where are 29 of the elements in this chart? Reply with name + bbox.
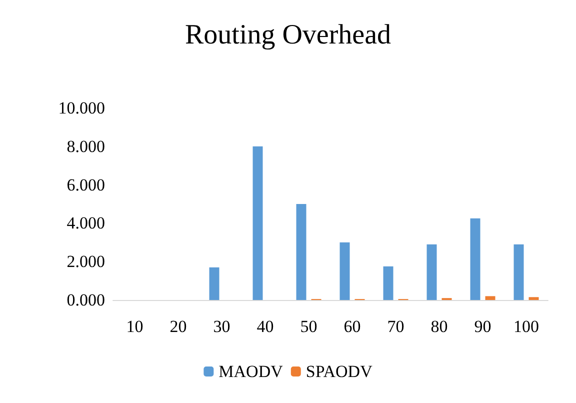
bar — [296, 204, 306, 300]
y-tick-label: 0.000 — [66, 290, 105, 310]
y-tick-label: 2.000 — [66, 252, 105, 272]
x-tick-label: 40 — [256, 317, 274, 336]
x-tick-label: 50 — [300, 317, 318, 336]
bar — [470, 218, 480, 300]
legend-label: SPAODV — [306, 362, 374, 381]
x-tick-label: 60 — [344, 317, 361, 336]
x-tick-label: 100 — [514, 317, 539, 336]
legend-label: MAODV — [218, 362, 284, 381]
bar — [514, 244, 524, 300]
y-tick-label: 10.000 — [58, 98, 105, 118]
y-tick-label: 6.000 — [66, 175, 105, 194]
x-tick-label: 70 — [387, 317, 404, 336]
bar — [528, 297, 539, 300]
bar — [340, 242, 350, 300]
x-tick-label: 90 — [474, 317, 492, 336]
x-tick-label: 20 — [170, 317, 187, 336]
chart-title: Routing Overhead — [184, 20, 392, 50]
bar — [209, 267, 220, 300]
bar — [252, 146, 263, 300]
x-tick-label: 80 — [430, 317, 448, 336]
x-tick-label: 30 — [213, 317, 230, 336]
bar — [383, 266, 394, 300]
bar — [426, 244, 437, 300]
bar — [485, 296, 496, 300]
y-tick-label: 4.000 — [66, 214, 105, 233]
x-tick-label: 10 — [126, 317, 144, 336]
y-tick-label: 8.000 — [66, 136, 105, 156]
